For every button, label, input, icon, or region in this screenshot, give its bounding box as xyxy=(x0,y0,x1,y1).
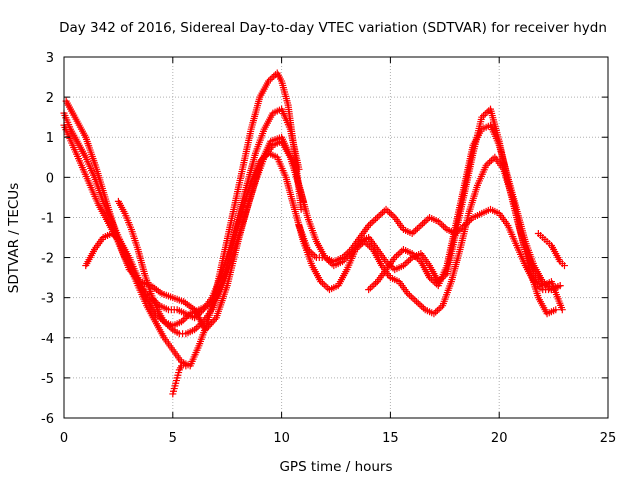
y-tick-label: 2 xyxy=(46,91,54,106)
data-point xyxy=(370,281,378,289)
data-point xyxy=(370,217,378,225)
y-tick-label: -2 xyxy=(41,252,54,267)
x-tick-label: 10 xyxy=(273,431,290,446)
y-tick-label: 3 xyxy=(46,51,54,66)
data-point xyxy=(407,293,415,301)
data-point xyxy=(365,286,373,294)
data-point xyxy=(182,362,190,370)
data-point xyxy=(209,317,217,325)
data-point xyxy=(392,252,400,260)
data-point xyxy=(368,218,376,226)
data-point xyxy=(366,220,374,228)
data-point xyxy=(398,247,406,255)
data-point xyxy=(201,326,209,334)
series-track-j xyxy=(169,360,190,398)
series-track-i xyxy=(534,229,568,270)
y-tick-label: -1 xyxy=(41,211,54,226)
y-tick-label: 0 xyxy=(46,171,54,186)
data-point xyxy=(372,215,380,223)
data-point xyxy=(211,315,219,323)
data-point xyxy=(560,262,568,270)
data-point xyxy=(432,308,440,316)
y-tick-label: -5 xyxy=(41,372,54,387)
data-point xyxy=(311,252,319,260)
chart-title: Day 342 of 2016, Sidereal Day-to-day VTE… xyxy=(59,20,607,36)
data-point xyxy=(394,250,402,258)
data-point xyxy=(556,282,564,290)
data-point xyxy=(410,228,418,236)
data-point xyxy=(403,258,411,266)
data-point xyxy=(295,165,303,173)
x-tick-label: 20 xyxy=(491,431,508,446)
data-point xyxy=(386,209,394,217)
data-point xyxy=(413,225,421,233)
data-point xyxy=(203,324,211,332)
data-point xyxy=(424,215,432,223)
series-track-f xyxy=(291,153,560,318)
series-track-b xyxy=(60,105,303,322)
data-point xyxy=(416,301,424,309)
data-point xyxy=(268,74,276,82)
data-point xyxy=(418,302,426,310)
x-tick-label: 25 xyxy=(600,431,617,446)
data-point xyxy=(417,221,425,229)
data-point xyxy=(373,213,381,221)
x-tick-label: 5 xyxy=(169,431,177,446)
data-point xyxy=(379,209,387,217)
data-point xyxy=(439,222,447,230)
data-point xyxy=(486,158,494,166)
data-point xyxy=(372,279,380,287)
x-tick-label: 15 xyxy=(382,431,399,446)
data-point xyxy=(406,291,414,299)
data-point xyxy=(270,72,278,80)
data-point xyxy=(409,294,417,302)
plot-area xyxy=(60,69,568,398)
plot-frame xyxy=(63,56,609,419)
data-point xyxy=(438,221,446,229)
data-point xyxy=(419,220,427,228)
data-point xyxy=(382,205,390,213)
data-point xyxy=(208,319,216,327)
y-tick-label: -4 xyxy=(41,332,54,347)
series-track-e xyxy=(114,137,564,338)
data-point xyxy=(324,284,332,292)
data-point xyxy=(377,210,385,218)
series-track-a xyxy=(60,69,305,370)
data-point xyxy=(387,210,395,218)
data-point xyxy=(414,299,422,307)
data-point xyxy=(487,156,495,164)
y-tick-label: -3 xyxy=(41,292,54,307)
data-point xyxy=(206,321,214,329)
data-point xyxy=(405,257,413,265)
data-point xyxy=(413,298,421,306)
data-point xyxy=(368,282,376,290)
data-point xyxy=(375,212,383,220)
data-point xyxy=(366,284,374,292)
data-point xyxy=(420,218,428,226)
data-point xyxy=(415,223,423,231)
data-point xyxy=(320,281,328,289)
data-point xyxy=(558,306,566,314)
series-track-h xyxy=(365,121,564,294)
x-axis-title: GPS time / hours xyxy=(279,459,392,475)
y-tick-label: 1 xyxy=(46,131,54,146)
data-point xyxy=(125,266,133,274)
data-point xyxy=(435,305,443,313)
y-tick-label: -6 xyxy=(41,412,54,427)
data-point xyxy=(205,322,213,330)
y-axis-title: SDTVAR / TECUs xyxy=(6,183,22,293)
data-point xyxy=(483,108,491,116)
data-point xyxy=(552,306,560,314)
x-tick-label: 0 xyxy=(60,431,68,446)
